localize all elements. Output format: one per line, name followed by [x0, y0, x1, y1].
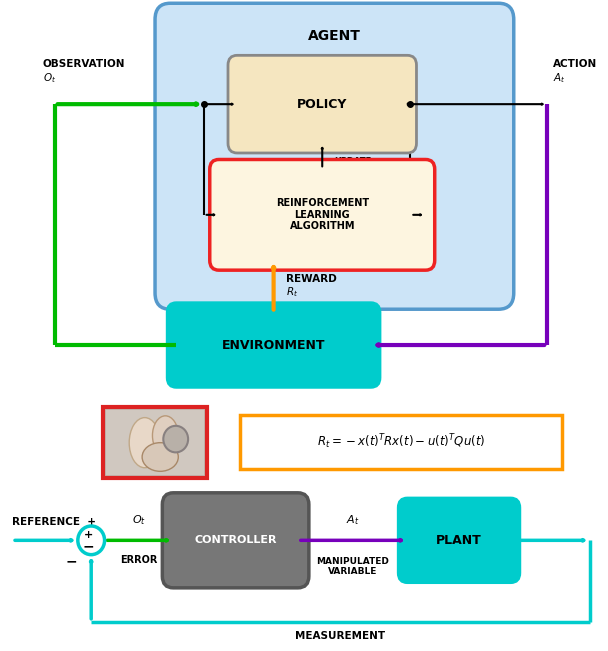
Text: CONTROLLER: CONTROLLER	[195, 535, 277, 546]
FancyBboxPatch shape	[398, 498, 520, 583]
Circle shape	[164, 426, 188, 452]
Text: ENVIRONMENT: ENVIRONMENT	[222, 339, 325, 352]
Text: $A_t$: $A_t$	[346, 514, 359, 527]
Text: ERROR: ERROR	[120, 555, 157, 564]
Circle shape	[78, 526, 105, 555]
FancyBboxPatch shape	[210, 159, 435, 270]
Text: $R_t = -x(t)^T Rx(t) - u(t)^T Qu(t)$: $R_t = -x(t)^T Rx(t) - u(t)^T Qu(t)$	[317, 433, 485, 451]
FancyBboxPatch shape	[228, 55, 416, 153]
Text: MANIPULATED
VARIABLE: MANIPULATED VARIABLE	[316, 557, 389, 576]
Text: REINFORCEMENT
LEARNING
ALGORITHM: REINFORCEMENT LEARNING ALGORITHM	[275, 199, 369, 231]
FancyBboxPatch shape	[240, 415, 562, 469]
Text: POLICY
UPDATE: POLICY UPDATE	[334, 146, 371, 166]
Ellipse shape	[130, 418, 160, 467]
Text: −: −	[66, 555, 78, 569]
Ellipse shape	[153, 416, 178, 455]
Text: REWARD
$R_t$: REWARD $R_t$	[286, 273, 336, 299]
Text: PLANT: PLANT	[436, 534, 482, 547]
Bar	[106, 410, 204, 475]
Text: POLICY: POLICY	[297, 98, 347, 111]
FancyBboxPatch shape	[167, 303, 380, 387]
Bar	[103, 407, 207, 478]
Text: OBSERVATION
$O_t$: OBSERVATION $O_t$	[43, 59, 125, 85]
Text: $O_t$: $O_t$	[132, 514, 146, 527]
Text: MEASUREMENT: MEASUREMENT	[295, 631, 385, 641]
Ellipse shape	[142, 443, 178, 471]
Text: AGENT: AGENT	[308, 29, 361, 44]
Text: +: +	[84, 530, 94, 540]
FancyBboxPatch shape	[162, 493, 309, 588]
Text: REFERENCE  +: REFERENCE +	[12, 518, 96, 527]
FancyBboxPatch shape	[155, 3, 514, 309]
Text: ACTION
$A_t$: ACTION $A_t$	[553, 59, 598, 85]
Text: −: −	[83, 540, 95, 554]
